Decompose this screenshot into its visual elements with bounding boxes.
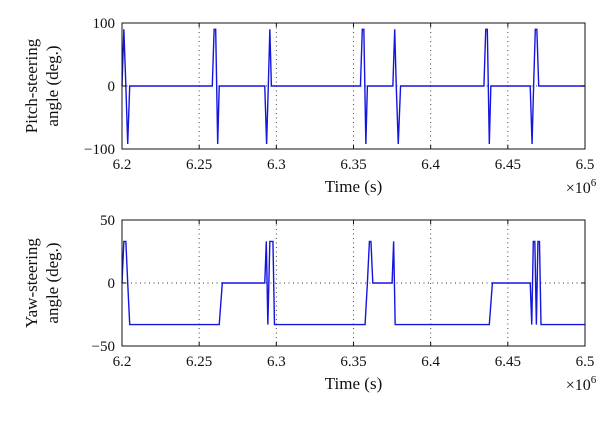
- yaw-x-multiplier-exponent: 6: [591, 374, 597, 386]
- yaw-ytick-label: 50: [100, 213, 115, 229]
- pitch-xtick-label: 6.2: [113, 157, 132, 173]
- pitch-ytick-label: −100: [84, 142, 115, 158]
- yaw-xtick-label: 6.35: [340, 354, 366, 370]
- yaw-ytick-label: −50: [92, 339, 115, 355]
- yaw-ylabel: Yaw-steering angle (deg.): [22, 238, 62, 328]
- pitch-ytick-label: 0: [108, 79, 116, 95]
- yaw-xtick-label: 6.4: [421, 354, 440, 370]
- pitch-xtick-label: 6.45: [495, 157, 521, 173]
- pitch-chart: 6.2 6.25 6.3 6.35 6.4 6.45 6.5 −100 0 100 Time (s)…: [22, 16, 597, 197]
- pitch-xtick-label: 6.4: [421, 157, 440, 173]
- pitch-series-line: [121, 28, 585, 144]
- pitch-xlabel: Time (s): [325, 177, 382, 196]
- pitch-x-multiplier-exponent: 6: [591, 177, 597, 189]
- yaw-x-multiplier-base: ×10: [566, 377, 591, 394]
- yaw-xtick-label: 6.5: [576, 354, 595, 370]
- pitch-ylabel-line: Pitch-steering: [22, 38, 41, 133]
- pitch-ylabel-line: angle (deg.): [43, 45, 62, 126]
- yaw-xtick-label: 6.45: [495, 354, 521, 370]
- yaw-ytick-label: 0: [108, 276, 116, 292]
- pitch-xtick-label: 6.35: [340, 157, 366, 173]
- yaw-ylabel-line: angle (deg.): [43, 242, 62, 323]
- pitch-xtick-label: 6.3: [267, 157, 286, 173]
- pitch-x-multiplier: ×106: [566, 177, 597, 197]
- yaw-xtick-label: 6.25: [186, 354, 212, 370]
- yaw-xtick-label: 6.3: [267, 354, 286, 370]
- pitch-xtick-label: 6.25: [186, 157, 212, 173]
- pitch-xtick-label: 6.5: [576, 157, 595, 173]
- yaw-series-line: [121, 240, 585, 326]
- yaw-xlabel: Time (s): [325, 374, 382, 393]
- pitch-x-multiplier-base: ×10: [566, 180, 591, 197]
- yaw-chart: 6.2 6.25 6.3 6.35 6.4 6.45 6.5 −50 0 50 Time (s) ×1…: [22, 213, 597, 394]
- yaw-x-multiplier: ×106: [566, 374, 597, 394]
- yaw-xtick-label: 6.2: [113, 354, 132, 370]
- yaw-ylabel-line: Yaw-steering: [22, 238, 41, 328]
- pitch-ylabel: Pitch-steering angle (deg.): [22, 38, 62, 133]
- pitch-ytick-label: 100: [93, 16, 116, 32]
